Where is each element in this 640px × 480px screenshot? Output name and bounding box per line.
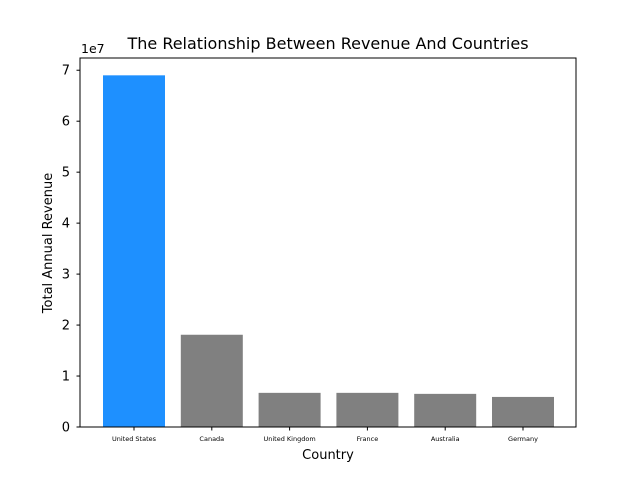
y-axis-ticks: 0 1 2 3 4 5 6 7 — [62, 64, 80, 436]
x-tick-label: Germany — [508, 435, 538, 443]
y-tick-label: 2 — [62, 319, 70, 334]
x-axis-ticks: United States Canada United Kingdom France A… — [112, 427, 538, 443]
x-tick-label: United States — [112, 435, 157, 443]
y-tick-label: 6 — [62, 115, 70, 130]
bar-canada — [180, 334, 243, 427]
plot-area: 0 1 2 3 4 5 6 7 United States Canada United Kingd… — [62, 57, 577, 443]
chart-title: The Relationship Between Revenue And Cou… — [126, 34, 528, 53]
bar-germany — [492, 396, 554, 427]
x-tick-label: Australia — [431, 435, 460, 443]
x-tick-label: Canada — [199, 435, 224, 443]
y-tick-label: 0 — [62, 421, 70, 436]
x-tick-label: France — [357, 435, 379, 443]
bar-australia — [414, 393, 477, 427]
x-axis-label: Country — [302, 448, 354, 463]
bar-united-kingdom — [258, 392, 321, 427]
y-tick-label: 5 — [62, 166, 70, 181]
plot-frame — [79, 57, 577, 428]
y-tick-label: 3 — [62, 268, 70, 283]
y-tick-label: 1 — [62, 370, 70, 385]
bar-france — [336, 392, 399, 427]
y-axis-label: Total Annual Revenue — [41, 173, 56, 314]
y-tick-label: 7 — [62, 64, 70, 79]
bars-group — [103, 75, 554, 427]
y-tick-label: 4 — [62, 217, 70, 232]
bar-united-states — [103, 75, 165, 427]
y-offset-label: 1e7 — [81, 41, 105, 56]
x-tick-label: United Kingdom — [264, 435, 316, 443]
